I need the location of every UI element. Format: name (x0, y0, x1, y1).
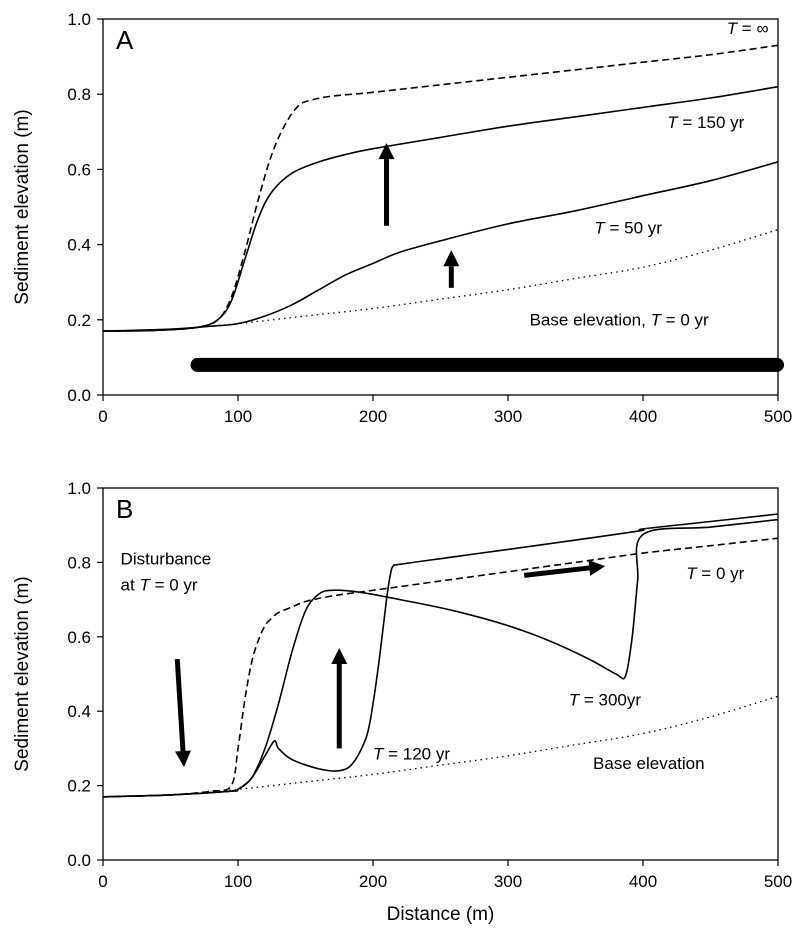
annotation-part: = 300yr (579, 691, 641, 710)
annotation-t-300: T = 300yr (569, 691, 642, 710)
panel-b-chart: 0 100 200 300 400 500 0.0 0.2 0.4 0.6 0.8 1.0 Sedime… (12, 479, 792, 925)
y-tick-label: 0.0 (67, 851, 91, 870)
y-tick-label: 0.4 (67, 236, 91, 255)
annotation-part: T (569, 691, 581, 710)
annotation-t-0: T = 0 yr (686, 564, 744, 583)
x-tick-label: 400 (629, 872, 657, 891)
annotation-disturbance-1: Disturbance (121, 549, 212, 568)
x-axis-label: Distance (m) (387, 904, 495, 925)
annotation-part: T (686, 564, 698, 583)
arrow (443, 250, 460, 288)
x-tick-label: 300 (494, 872, 522, 891)
series-line-solid (102, 85, 779, 332)
annotation-part: = 0 yr (661, 310, 709, 329)
y-tick-label: 0.0 (67, 386, 91, 405)
y-tick-label: 0.8 (67, 85, 91, 104)
panel-letter: B (116, 494, 133, 524)
annotation-t-120: T = 120 yr (373, 745, 450, 764)
annotation-part: T (139, 575, 151, 594)
annotation-part: = 0 yr (150, 575, 198, 594)
x-tick-label: 200 (359, 407, 387, 426)
arrow (523, 559, 606, 578)
annotation-part: = 50 yr (605, 218, 663, 237)
y-axis-label: Sediment elevation (m) (12, 109, 33, 304)
annotation-part: T (727, 19, 739, 38)
annotation-part: at (121, 575, 140, 594)
arrow (174, 658, 191, 767)
annotation-part: T (651, 310, 663, 329)
annotation-part: T (594, 218, 606, 237)
annotation-t-50: T = 50 yr (594, 218, 662, 237)
annotation-part: T (373, 745, 385, 764)
arrow (331, 647, 348, 749)
annotation-t-150: T = 150 yr (667, 113, 744, 132)
y-tick-label: 0.4 (67, 702, 91, 721)
y-axis-label: Sediment elevation (m) (12, 576, 33, 771)
annotation-part: = 0 yr (697, 564, 745, 583)
panel-letter: A (116, 25, 134, 55)
annotation-part: = 150 yr (678, 113, 745, 132)
x-tick-label: 400 (629, 407, 657, 426)
x-tick-label: 100 (224, 407, 252, 426)
x-tick-label: 100 (224, 872, 252, 891)
x-tick-label: 0 (98, 872, 107, 891)
x-tick-label: 500 (764, 407, 792, 426)
annotation-part: = ∞ (737, 19, 769, 38)
y-tick-label: 0.2 (67, 311, 91, 330)
annotation-part: Base elevation (593, 754, 705, 773)
y-tick-label: 0.6 (67, 160, 91, 179)
annotation-base: Base elevation (593, 754, 705, 773)
series-line-dashed (102, 537, 779, 798)
y-tick-label: 0.6 (67, 628, 91, 647)
y-tick-label: 0.8 (67, 553, 91, 572)
y-tick-label: 1.0 (67, 479, 91, 498)
annotation-t-inf: T = ∞ (727, 19, 769, 38)
arrow (378, 143, 395, 226)
panel-a-chart: 0 100 200 300 400 500 0.0 0.2 0.4 0.6 0.8 1.0 Sedime… (12, 10, 792, 426)
y-tick-label: 0.2 (67, 777, 91, 796)
x-tick-label: 500 (764, 872, 792, 891)
annotation-part: Disturbance (121, 549, 212, 568)
annotation-part: = 120 yr (383, 745, 450, 764)
plot-frame (102, 18, 779, 396)
plot-frame (102, 487, 779, 861)
annotation-disturbance-2: at T = 0 yr (121, 575, 198, 594)
annotation-part: T (667, 113, 679, 132)
y-tick-label: 1.0 (67, 10, 91, 29)
x-tick-label: 0 (98, 407, 107, 426)
annotation-base: Base elevation, T = 0 yr (530, 310, 709, 329)
series-line-solid (102, 161, 779, 332)
x-tick-label: 200 (359, 872, 387, 891)
annotation-part: Base elevation, (530, 310, 651, 329)
series-line-solid (102, 518, 779, 798)
x-tick-label: 300 (494, 407, 522, 426)
